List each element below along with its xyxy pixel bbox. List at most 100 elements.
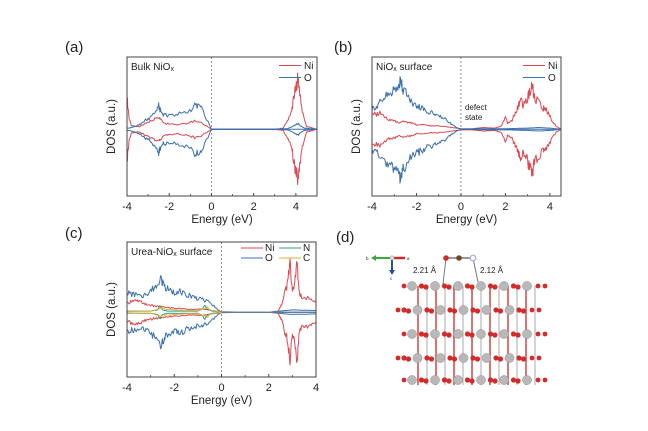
ni-atom xyxy=(407,281,417,291)
x-tick-label: 0 xyxy=(218,382,224,394)
legend-label-o: O xyxy=(548,73,556,84)
x-tick-label: 2 xyxy=(266,382,272,394)
nio-slab xyxy=(395,281,548,385)
ni-atom xyxy=(476,281,486,291)
x-tick-label: -2 xyxy=(164,201,174,213)
ni-atom xyxy=(481,353,492,363)
o-atom xyxy=(520,308,527,314)
o-atom xyxy=(492,378,498,384)
legend-label-ni: Ni xyxy=(304,61,313,72)
o-atom xyxy=(515,332,521,338)
annotation-defect-state: defect xyxy=(465,103,488,112)
inset-title-sub: x xyxy=(170,66,174,73)
o-atom xyxy=(446,284,452,290)
ni-atom xyxy=(476,375,486,385)
panel-label: (a) xyxy=(65,39,83,56)
ni-atom xyxy=(458,305,469,315)
legend-label-ni: Ni xyxy=(548,61,557,72)
o-atom xyxy=(451,356,458,362)
x-tick-label: -4 xyxy=(122,382,132,394)
chart-panel-b: (b) -4 -2 0 2 4 Energy (eV) DOS (a.u.) NiOx surf… xyxy=(334,39,562,226)
ni-atom xyxy=(435,305,446,315)
x-axis-title: Energy (eV) xyxy=(191,214,253,226)
y-axis-title: DOS (a.u.) xyxy=(106,282,118,337)
o-atom xyxy=(423,332,429,338)
series-ni-spin-down xyxy=(127,128,317,186)
axis-origin xyxy=(389,255,395,261)
o-atom xyxy=(451,308,458,314)
o-atom xyxy=(401,355,407,361)
o-atom xyxy=(418,283,425,289)
inset-title-sub: x xyxy=(393,66,397,73)
x-tick-label: -2 xyxy=(412,201,422,213)
o-atom xyxy=(535,283,541,289)
inset-title: NiOx surface xyxy=(376,62,433,73)
o-atom xyxy=(520,356,527,362)
ni-atom xyxy=(458,353,469,363)
o-atom xyxy=(474,308,481,314)
o-atom xyxy=(510,331,517,337)
series-ni-spin-up xyxy=(372,81,561,130)
o-atom xyxy=(529,355,535,361)
annotation-defect-state: state xyxy=(465,113,483,122)
o-atom xyxy=(418,377,425,383)
o-atom xyxy=(395,307,401,313)
o-atom xyxy=(510,377,517,383)
o-atom xyxy=(469,332,475,338)
x-tick-label: 4 xyxy=(293,201,299,213)
axis-c-label: c xyxy=(390,276,393,281)
o-atom xyxy=(516,307,522,313)
o-atom xyxy=(515,284,521,290)
plot-area xyxy=(372,76,561,184)
ni-atom xyxy=(430,329,440,339)
o-atom xyxy=(535,377,541,383)
o-atom xyxy=(428,356,435,362)
series-o-spin-down xyxy=(127,128,317,157)
o-atom xyxy=(401,331,407,337)
axis-a-label: a xyxy=(407,256,410,261)
ni-atom xyxy=(453,329,463,339)
o-atom xyxy=(464,377,471,383)
ni-atom xyxy=(453,281,463,291)
bond-2.21 xyxy=(442,257,447,285)
chart-panel-c: (c) -4 -2 0 2 4 Energy (eV) DOS (a.u.) Urea-NiOx… xyxy=(65,225,319,407)
x-tick-label: 0 xyxy=(458,201,464,213)
inset-title-main: Bulk NiO xyxy=(131,62,171,73)
ni-atom xyxy=(407,375,417,385)
o-atom xyxy=(470,355,476,361)
legend-label-o: O xyxy=(304,73,312,84)
series-ni-spin-up xyxy=(127,72,317,130)
ni-atom xyxy=(499,281,509,291)
x-tick-label: -4 xyxy=(367,201,377,213)
o-atom xyxy=(542,283,548,289)
panel-label: (c) xyxy=(65,225,83,242)
axis-b-label: b xyxy=(366,256,369,261)
o-atom xyxy=(515,378,521,384)
axis-b-arrowhead xyxy=(371,255,376,261)
nitrogen-atom xyxy=(469,254,477,262)
series-ni-spin-down xyxy=(372,128,561,177)
panel-label: (b) xyxy=(334,39,352,56)
o-atom xyxy=(418,331,425,337)
x-tick-label: 4 xyxy=(313,382,319,394)
o-atom xyxy=(428,308,435,314)
o-atom xyxy=(424,355,430,361)
x-tick-label: 2 xyxy=(502,201,508,213)
o-atom xyxy=(401,307,407,313)
inset-title-main: Urea-NiO xyxy=(131,247,173,258)
axis-c-arrowhead xyxy=(389,270,395,275)
plot-area xyxy=(127,258,316,366)
x-axis-title: Energy (eV) xyxy=(191,395,253,407)
ni-atom xyxy=(499,329,509,339)
plot-frame xyxy=(126,56,318,197)
x-tick-label: 0 xyxy=(208,201,214,213)
ni-atom xyxy=(504,305,515,315)
o-atom xyxy=(497,308,504,314)
o-atom xyxy=(447,307,453,313)
inset-title-rest: surface xyxy=(177,247,213,258)
o-atom xyxy=(469,378,475,384)
ni-atom xyxy=(522,281,532,291)
ni-atom xyxy=(435,353,446,363)
o-atom xyxy=(493,355,499,361)
